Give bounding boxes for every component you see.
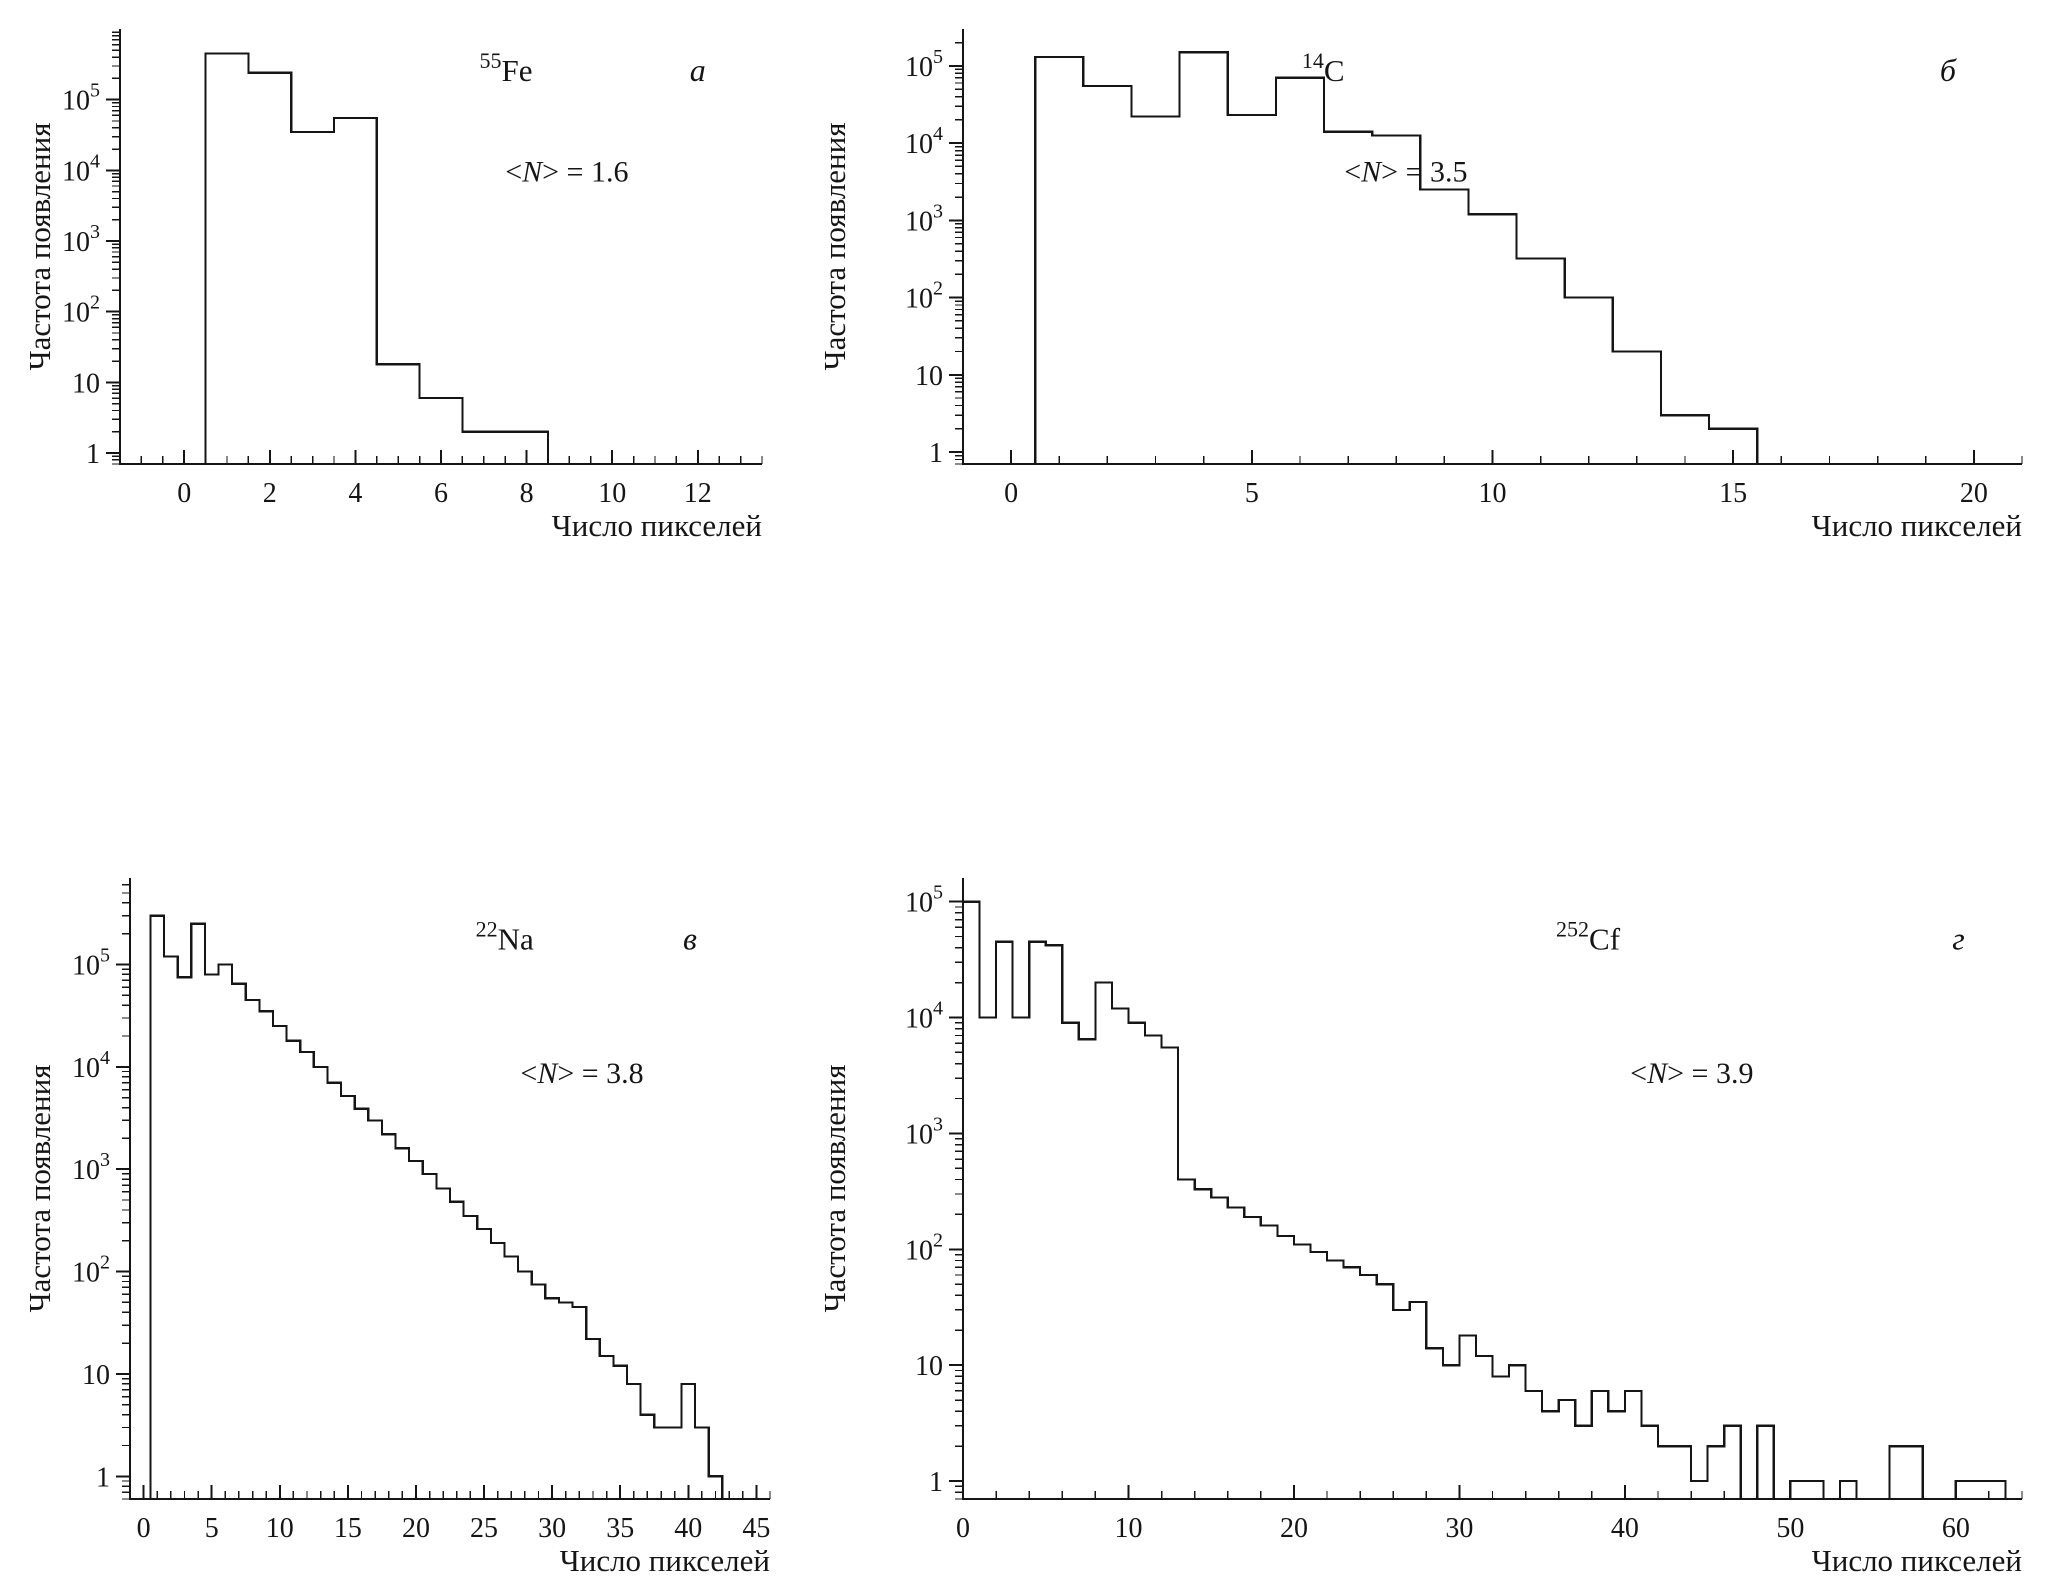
y-tick-label: 103 [905, 1113, 943, 1150]
x-tick-label: 0 [177, 478, 191, 509]
y-tick-label: 1 [86, 439, 100, 470]
x-tick-label: 8 [520, 478, 534, 509]
x-axis-title: Число пикселей [560, 1543, 770, 1578]
x-tick-label: 10 [1479, 478, 1507, 509]
x-tick-label: 40 [1611, 1513, 1639, 1544]
isotope-label: 55Fe [480, 48, 533, 88]
axes [962, 29, 2022, 465]
histogram-panel-a: 1 10 102 103 104 105 0 2 4 6 8 10 12 Частота появлени… [20, 5, 800, 550]
y-tick-label: 105 [905, 882, 943, 919]
x-tick-label: 30 [1445, 1513, 1473, 1544]
x-tick-label: 20 [402, 1513, 430, 1544]
histogram-chart-g: 1 10 102 103 104 105 0 10 20 30 40 50 60 Частота появ… [817, 878, 2023, 1578]
histogram-line [204, 52, 550, 464]
isotope-label: 14C [1302, 48, 1345, 88]
axes [962, 878, 2022, 1500]
histogram-panel-b: 1 10 102 103 104 105 0 5 10 15 20 Частота появления… [815, 5, 2060, 550]
y-axis-title: Частота появления [817, 123, 852, 371]
y-tick-label: 102 [905, 278, 943, 315]
x-tick-label: 20 [1280, 1513, 1308, 1544]
y-tick-label: 105 [905, 46, 943, 83]
x-tick-label: 0 [956, 1513, 970, 1544]
y-axis-title: Частота появления [817, 1065, 852, 1313]
y-tick-label: 10 [915, 1351, 943, 1382]
panel-letter: б [1940, 52, 1957, 88]
x-axis-title: Число пикселей [1812, 1543, 2022, 1578]
x-tick-label: 0 [1004, 478, 1018, 509]
x-tick-label: 0 [137, 1513, 151, 1544]
y-tick-label: 104 [62, 150, 100, 187]
isotope-label: 252Cf [1556, 916, 1621, 956]
y-tick-label: 102 [72, 1252, 110, 1289]
y-tick-label: 104 [72, 1047, 110, 1084]
histogram-line [149, 914, 724, 1499]
x-tick-label: 5 [1245, 478, 1259, 509]
mean-annotation: <N> = 3.5 [1344, 155, 1467, 188]
panel-letter: в [683, 920, 697, 956]
y-tick-label: 10 [915, 361, 943, 392]
y-tick-label: 10 [82, 1360, 110, 1391]
x-tick-label: 45 [742, 1513, 770, 1544]
mean-annotation: <N> = 1.6 [505, 155, 628, 188]
histogram-panel-g: 1 10 102 103 104 105 0 10 20 30 40 50 60 Частота появ… [815, 850, 2060, 1585]
y-tick-label: 105 [72, 945, 110, 982]
y-tick-label: 1 [96, 1462, 110, 1493]
isotope-label: 22Na [476, 916, 534, 956]
y-tick-label: 103 [72, 1149, 110, 1186]
y-tick-label: 104 [905, 123, 943, 160]
x-tick-label: 2 [263, 478, 277, 509]
histogram-line [961, 900, 2007, 1501]
x-tick-label: 25 [470, 1513, 498, 1544]
x-tick-label: 10 [598, 478, 626, 509]
x-tick-label: 30 [538, 1513, 566, 1544]
x-tick-label: 5 [205, 1513, 219, 1544]
x-tick-label: 40 [674, 1513, 702, 1544]
x-tick-label: 20 [1960, 478, 1988, 509]
x-tick-label: 15 [334, 1513, 362, 1544]
y-tick-label: 1 [929, 438, 943, 469]
x-tick-label: 12 [684, 478, 712, 509]
histogram-chart-b: 1 10 102 103 104 105 0 5 10 15 20 Частота появления… [817, 29, 2023, 543]
histogram-chart-v: 1 10 102 103 104 105 0 5 10 15 20 25 30 35 40 45 Частота… [22, 878, 771, 1578]
x-tick-label: 10 [266, 1513, 294, 1544]
panel-letter: а [690, 52, 706, 88]
y-tick-label: 102 [62, 292, 100, 329]
y-axis-title: Частота появления [22, 1065, 57, 1313]
x-tick-label: 15 [1719, 478, 1747, 509]
y-tick-label: 103 [905, 200, 943, 237]
mean-annotation: <N> = 3.8 [520, 1057, 643, 1090]
histogram-chart-a: 1 10 102 103 104 105 0 2 4 6 8 10 12 Частота появлени… [22, 29, 763, 543]
x-axis-title: Число пикселей [1812, 508, 2022, 543]
x-tick-label: 4 [348, 478, 362, 509]
y-tick-label: 103 [62, 221, 100, 258]
x-tick-label: 10 [1114, 1513, 1142, 1544]
x-tick-label: 60 [1942, 1513, 1970, 1544]
y-tick-label: 105 [62, 80, 100, 117]
x-tick-label: 6 [434, 478, 448, 509]
histogram-line [1034, 51, 1759, 464]
y-tick-label: 104 [905, 998, 943, 1035]
x-tick-label: 50 [1776, 1513, 1804, 1544]
y-tick-label: 102 [905, 1229, 943, 1266]
x-axis-title: Число пикселей [552, 508, 762, 543]
y-tick-label: 10 [72, 368, 100, 399]
histogram-panel-v: 1 10 102 103 104 105 0 5 10 15 20 25 30 35 40 45 Частота… [20, 850, 800, 1585]
x-tick-label: 35 [606, 1513, 634, 1544]
mean-annotation: <N> = 3.9 [1630, 1057, 1753, 1090]
y-tick-label: 1 [929, 1467, 943, 1498]
y-axis-title: Частота появления [22, 123, 57, 371]
panel-letter: г [1952, 920, 1964, 956]
